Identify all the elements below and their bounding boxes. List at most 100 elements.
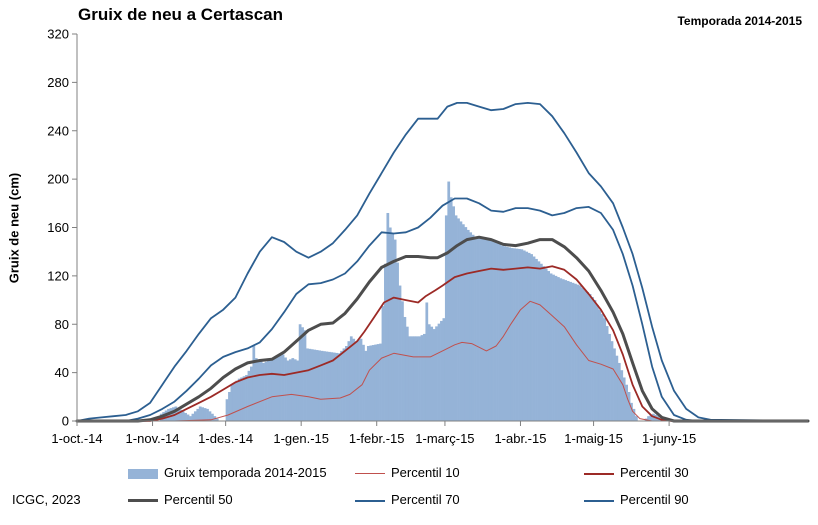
- bar-day-82: [276, 356, 280, 421]
- legend-swatch-p90: [584, 499, 614, 502]
- bar-day-215: [600, 313, 604, 421]
- bar-day-156: [457, 218, 460, 421]
- bar-day-178: [510, 248, 514, 421]
- bar-day-220: [613, 348, 616, 421]
- bar-day-127: [386, 212, 390, 421]
- bar-day-66: [237, 378, 241, 421]
- bar-day-90: [296, 360, 300, 421]
- bar-day-99: [318, 350, 321, 421]
- bar-day-88: [291, 358, 295, 421]
- bar-day-201: [566, 281, 570, 421]
- bar-day-116: [359, 338, 363, 421]
- bar-day-216: [603, 318, 607, 421]
- y-tick-label-320: 320: [47, 27, 69, 42]
- legend-item-p50: Percentil 50: [128, 492, 233, 507]
- bar-day-209: [586, 292, 589, 421]
- bar-day-186: [530, 254, 533, 421]
- bar-day-96: [310, 349, 314, 421]
- bar-day-229: [635, 416, 638, 421]
- bar-day-146: [432, 329, 436, 421]
- y-tick-label-80: 80: [55, 317, 69, 332]
- bar-day-109: [342, 348, 346, 421]
- bar-day-125: [381, 306, 385, 421]
- bar-day-192: [544, 268, 548, 421]
- legend-item-p10: Percentil 10: [355, 465, 460, 480]
- lines-layer: [75, 102, 810, 423]
- bar-day-195: [552, 274, 555, 421]
- bar-day-206: [578, 285, 582, 421]
- bar-day-176: [505, 246, 509, 421]
- bar-day-159: [464, 227, 468, 421]
- bar-day-112: [349, 336, 353, 421]
- bar-day-160: [466, 229, 470, 421]
- bar-day-64: [232, 382, 236, 421]
- bar-day-202: [569, 281, 572, 421]
- bar-day-140: [418, 336, 421, 421]
- bar-day-93: [303, 330, 307, 421]
- bar-day-169: [488, 238, 492, 421]
- x-tick-label-92: 1-gen.-15: [273, 431, 329, 446]
- bar-day-105: [332, 352, 336, 421]
- bar-day-76: [262, 362, 265, 421]
- bar-day-108: [340, 350, 343, 421]
- bar-day-151: [444, 215, 448, 421]
- legend-label-bars: Gruix temporada 2014-2015: [164, 465, 327, 480]
- bar-day-162: [471, 234, 475, 421]
- y-tick-label-280: 280: [47, 75, 69, 90]
- bar-day-103: [327, 351, 331, 421]
- bar-day-223: [620, 370, 624, 421]
- bar-day-118: [364, 350, 368, 421]
- bar-day-124: [379, 343, 382, 421]
- bar-day-199: [561, 279, 565, 421]
- legend-item-p70: Percentil 70: [355, 492, 460, 507]
- bar-day-138: [413, 336, 416, 421]
- bar-day-78: [267, 360, 270, 421]
- x-tick-label-212: 1-maig-15: [564, 431, 623, 446]
- bar-day-101: [323, 351, 326, 421]
- bar-day-136: [408, 336, 412, 421]
- bar-day-85: [284, 357, 287, 421]
- bar-day-83: [279, 355, 282, 421]
- bar-day-204: [574, 283, 577, 421]
- bar-day-111: [347, 341, 351, 421]
- bar-day-226: [627, 391, 631, 421]
- bar-day-119: [366, 346, 370, 421]
- bar-day-68: [242, 376, 246, 421]
- bar-day-210: [588, 294, 592, 421]
- legend-label-p30: Percentil 30: [620, 465, 689, 480]
- bar-day-225: [625, 384, 628, 421]
- bar-day-87: [288, 359, 292, 421]
- legend-label-p50: Percentil 50: [164, 492, 233, 507]
- bar-day-219: [610, 341, 614, 421]
- y-tick-label-200: 200: [47, 172, 69, 187]
- y-tick-label-160: 160: [47, 220, 69, 235]
- bar-day-164: [476, 237, 480, 421]
- bar-day-145: [430, 326, 434, 421]
- x-tick-label-243: 1-juny-15: [642, 431, 696, 446]
- bar-day-133: [401, 301, 404, 421]
- bar-day-182: [520, 249, 524, 421]
- bar-day-84: [281, 354, 285, 421]
- bar-day-89: [293, 359, 297, 421]
- bar-day-200: [564, 280, 568, 421]
- bar-day-189: [537, 261, 541, 421]
- bar-day-63: [230, 384, 234, 421]
- bar-day-71: [250, 366, 253, 421]
- bar-day-72: [252, 346, 256, 421]
- bar-day-114: [354, 341, 358, 421]
- bar-day-115: [357, 339, 360, 421]
- bar-day-106: [335, 352, 339, 421]
- bar-day-212: [593, 300, 597, 421]
- bars-layer: [159, 181, 663, 422]
- bar-day-157: [459, 221, 463, 421]
- bar-day-224: [622, 377, 626, 421]
- bar-day-165: [479, 237, 482, 421]
- bar-day-38: [169, 408, 173, 421]
- bar-day-142: [423, 333, 426, 421]
- bar-day-75: [259, 361, 263, 421]
- legend-swatch-bars: [128, 468, 158, 479]
- bar-day-205: [576, 284, 580, 421]
- legend-item-bars: Gruix temporada 2014-2015: [128, 465, 327, 480]
- legend-label-p70: Percentil 70: [391, 492, 460, 507]
- bar-day-194: [549, 273, 553, 421]
